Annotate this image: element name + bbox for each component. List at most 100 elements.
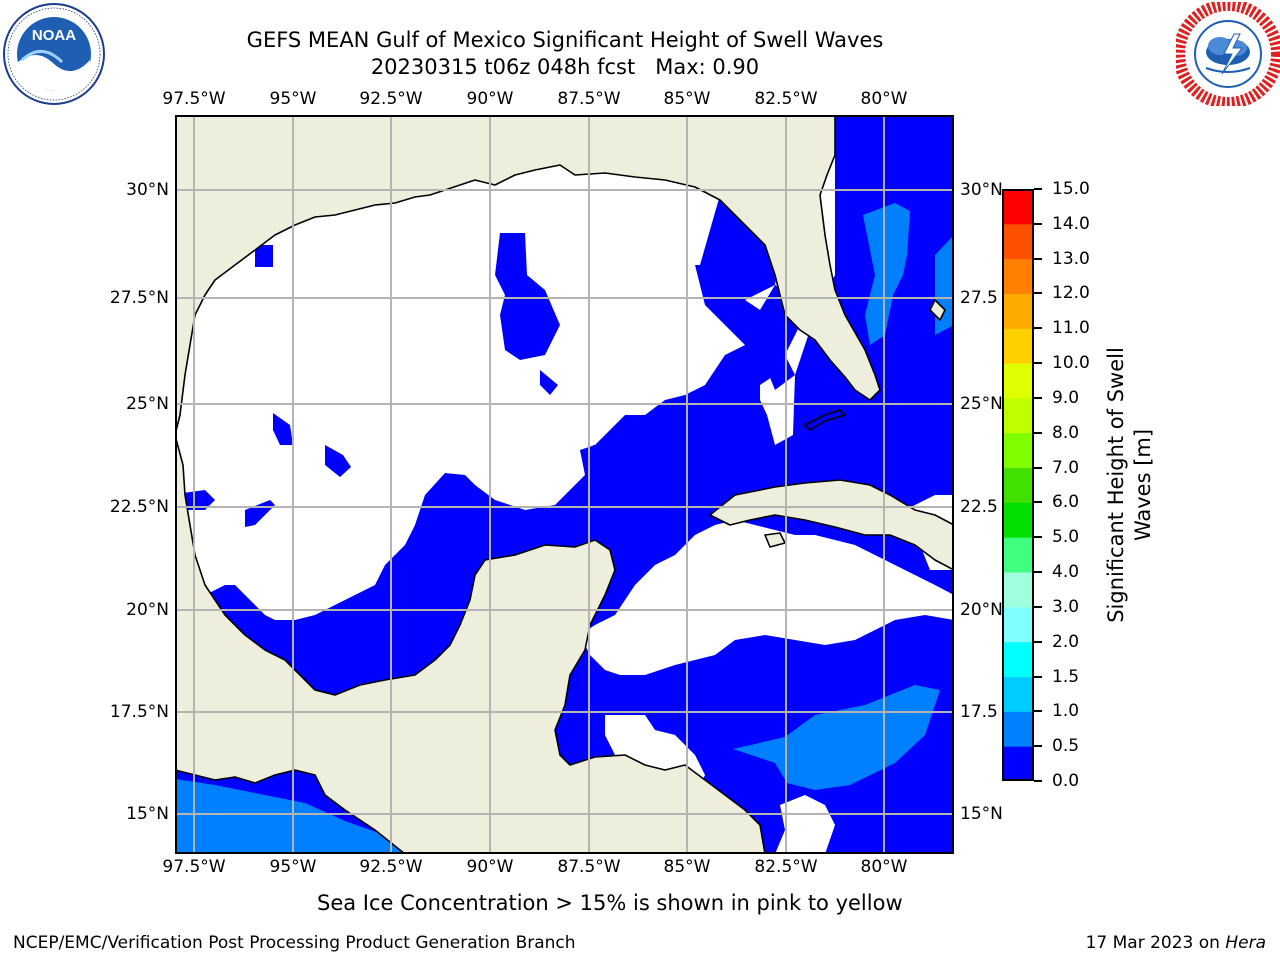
chart-title-line1: GEFS MEAN Gulf of Mexico Significant Hei… xyxy=(246,28,884,52)
chart-title-line2: 20230315 t06z 048h fcst Max: 0.90 xyxy=(370,55,760,79)
colorbar-label-line1: Significant Height of Swell xyxy=(1104,347,1128,623)
colorbar-label-line2: Waves [m] xyxy=(1131,428,1155,542)
lon-tick-top: 80°W xyxy=(860,89,908,109)
colorbar-tick-mark xyxy=(1034,571,1042,574)
colorbar-tick-label: 9.0 xyxy=(1052,387,1080,408)
sea-ice-note: Sea Ice Concentration > 15% is shown in … xyxy=(317,891,903,915)
colorbar-tick-mark xyxy=(1034,188,1042,190)
colorbar-segment xyxy=(1002,223,1034,260)
colorbar-tick-mark xyxy=(1034,257,1042,260)
lat-tick-left: 27.5°N xyxy=(109,288,169,308)
lon-tick-bottom: 92.5°W xyxy=(359,857,423,877)
colorbar-label: Significant Height of Swell Waves [m] xyxy=(1103,347,1157,623)
lon-tick-top: 92.5°W xyxy=(359,89,423,109)
lat-tick-right: 27.5 xyxy=(960,288,998,308)
lon-tick-top: 90°W xyxy=(466,89,514,109)
colorbar-tick-mark xyxy=(1034,640,1042,643)
lon-tick-bottom: 90°W xyxy=(466,857,514,877)
colorbar-tick-mark xyxy=(1034,431,1042,434)
lat-tick-left: 20°N xyxy=(126,600,169,620)
map-panel xyxy=(175,115,954,854)
lon-tick-bottom: 85°W xyxy=(663,857,711,877)
lon-tick-top: 97.5°W xyxy=(162,89,226,109)
colorbar-segment xyxy=(1002,432,1034,469)
colorbar-segment xyxy=(1002,328,1034,364)
colorbar-tick-label: 15.0 xyxy=(1052,179,1090,199)
colorbar-tick-label: 5.0 xyxy=(1052,527,1080,548)
nws-logo xyxy=(1176,2,1280,106)
colorbar-tick-label: 14.0 xyxy=(1052,213,1090,234)
colorbar-tick-mark xyxy=(1034,466,1042,469)
colorbar-tick-label: 2.0 xyxy=(1052,631,1080,652)
florida-keys xyxy=(804,409,846,431)
footer-date-text: 17 Mar 2023 on xyxy=(1085,933,1226,953)
colorbar-tick-label: 0.5 xyxy=(1052,736,1080,757)
lon-tick-bottom: 87.5°W xyxy=(557,857,621,877)
noaa-logo-text: NOAA xyxy=(32,27,76,44)
colorbar-segment xyxy=(1002,537,1034,573)
lat-tick-right: 15°N xyxy=(960,804,1003,824)
colorbar-tick-label: 0.0 xyxy=(1052,771,1080,791)
lat-tick-right: 25°N xyxy=(960,394,1003,414)
colorbar-tick-label: 8.0 xyxy=(1052,422,1080,443)
lat-tick-left: 17.5°N xyxy=(109,702,169,722)
colorbar-segment xyxy=(1002,641,1034,678)
lon-tick-top: 87.5°W xyxy=(557,89,621,109)
colorbar-tick-mark xyxy=(1034,327,1042,330)
colorbar-tick-label: 11.0 xyxy=(1052,318,1090,339)
colorbar-tick-mark xyxy=(1034,675,1042,678)
colorbar-segment xyxy=(1002,189,1034,225)
lat-tick-left: 25°N xyxy=(126,394,169,414)
lon-tick-bottom: 82.5°W xyxy=(754,857,818,877)
colorbar-segment xyxy=(1002,363,1034,399)
colorbar-tick-label: 10.0 xyxy=(1052,353,1090,374)
colorbar-tick-label: 4.0 xyxy=(1052,562,1080,583)
colorbar-tick-label: 12.0 xyxy=(1052,283,1090,304)
lat-tick-right: 22.5 xyxy=(960,497,998,517)
lat-tick-left: 15°N xyxy=(126,804,169,824)
lon-tick-top: 82.5°W xyxy=(754,89,818,109)
footer-host: Hera xyxy=(1225,933,1266,953)
footer-branch: NCEP/EMC/Verification Post Processing Pr… xyxy=(13,933,576,953)
colorbar-tick-mark xyxy=(1034,501,1042,504)
colorbar-tick-mark xyxy=(1034,780,1042,782)
colorbar-segment xyxy=(1002,397,1034,434)
colorbar-tick-mark xyxy=(1034,536,1042,539)
colorbar-segment xyxy=(1002,258,1034,294)
colorbar-tick-mark xyxy=(1034,745,1042,748)
colorbar-segment xyxy=(1002,502,1034,538)
colorbar-segment xyxy=(1002,711,1034,747)
map-frame xyxy=(175,115,954,854)
lon-tick-bottom: 97.5°W xyxy=(162,857,226,877)
lat-tick-right: 30°N xyxy=(960,180,1003,200)
lat-tick-left: 30°N xyxy=(126,180,169,200)
colorbar-tick-mark xyxy=(1034,292,1042,295)
colorbar-frame xyxy=(1002,189,1034,781)
lat-lon-grid xyxy=(175,115,954,854)
lon-tick-top: 95°W xyxy=(269,89,317,109)
colorbar-tick-mark xyxy=(1034,396,1042,399)
colorbar-tick-mark xyxy=(1034,710,1042,713)
colorbar-segment xyxy=(1002,746,1034,781)
lat-tick-right: 20°N xyxy=(960,600,1003,620)
bahamas-land xyxy=(929,299,946,321)
colorbar-tick-label: 3.0 xyxy=(1052,596,1080,617)
colorbar-segment xyxy=(1002,572,1034,608)
colorbar-tick-mark xyxy=(1034,605,1042,608)
footer-date: 17 Mar 2023 on Hera xyxy=(1086,933,1266,953)
lon-tick-top: 85°W xyxy=(663,89,711,109)
lat-tick-left: 22.5°N xyxy=(109,497,169,517)
us-gulf-coast-land xyxy=(175,115,881,436)
noaa-logo: NOAA xyxy=(2,2,106,106)
colorbar-tick-label: 7.0 xyxy=(1052,457,1080,478)
colorbar-tick-label: 13.0 xyxy=(1052,248,1090,269)
colorbar-tick-label: 1.0 xyxy=(1052,701,1080,722)
colorbar xyxy=(1002,189,1034,781)
colorbar-tick-label: 6.0 xyxy=(1052,492,1080,513)
swell-zero-areas xyxy=(175,115,954,854)
colorbar-tick-mark xyxy=(1034,362,1042,365)
colorbar-segment xyxy=(1002,293,1034,329)
colorbar-tick-label: 1.5 xyxy=(1052,666,1080,687)
lat-tick-right: 17.5 xyxy=(960,702,998,722)
lon-tick-bottom: 95°W xyxy=(269,857,317,877)
